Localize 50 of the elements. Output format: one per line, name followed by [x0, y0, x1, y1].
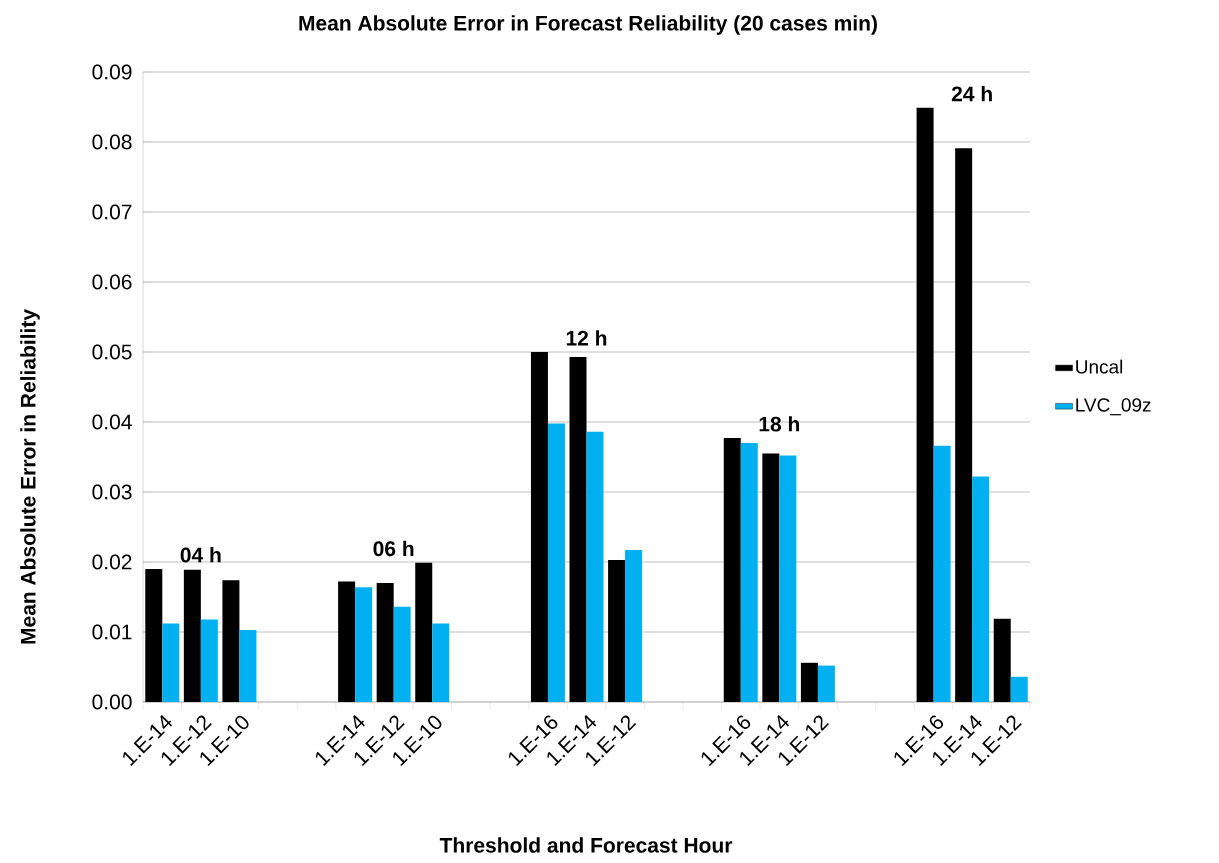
x-axis-title: Threshold and Forecast Hour — [439, 837, 733, 853]
bar — [955, 148, 973, 702]
bar — [162, 623, 180, 702]
legend-label: LVC_09z — [1076, 398, 1151, 416]
bar — [625, 550, 643, 702]
y-tick-label: 0.05 — [92, 344, 132, 360]
y-axis-title: Mean Absolute Error in Reliability — [20, 309, 40, 644]
bar — [200, 619, 218, 702]
y-tick-label: 0.00 — [92, 694, 132, 710]
y-tick-label: 0.03 — [92, 484, 132, 500]
bar — [586, 431, 604, 702]
annotation: 24 h — [951, 85, 992, 102]
annotation: 06 h — [373, 540, 414, 557]
bar — [608, 559, 626, 702]
chart-title: Mean Absolute Error in Forecast Reliability (20 cases min) — [299, 15, 877, 35]
y-tick-label: 0.06 — [92, 274, 132, 290]
bar — [393, 606, 411, 702]
bar — [183, 569, 201, 702]
bar — [800, 662, 818, 702]
bar — [338, 581, 356, 702]
y-tick-label: 0.02 — [92, 554, 132, 570]
bar — [355, 587, 373, 702]
bar — [933, 445, 951, 702]
bar — [972, 476, 990, 702]
bar — [723, 438, 741, 702]
bar — [762, 453, 780, 702]
bar — [415, 562, 433, 702]
bar — [222, 580, 240, 702]
y-tick-label: 0.04 — [92, 414, 132, 430]
bar — [817, 665, 835, 702]
bar — [145, 569, 163, 702]
annotation: 12 h — [566, 330, 607, 346]
bar — [993, 618, 1011, 702]
bar — [569, 356, 587, 702]
bar — [432, 623, 450, 702]
y-tick-label: 0.09 — [92, 64, 132, 80]
bar — [376, 583, 394, 702]
bar — [740, 443, 758, 702]
annotation: 18 h — [759, 416, 800, 432]
y-tick-label: 0.07 — [92, 204, 132, 220]
y-tick-label: 0.01 — [92, 624, 132, 640]
bar — [1010, 676, 1028, 702]
bar — [916, 107, 934, 702]
annotation: 04 h — [180, 547, 221, 563]
bar — [779, 455, 797, 702]
y-tick-label: 0.08 — [92, 134, 132, 150]
legend-label: Uncal — [1076, 359, 1123, 374]
bar — [547, 423, 565, 702]
bar — [530, 352, 548, 702]
bar — [239, 629, 257, 702]
